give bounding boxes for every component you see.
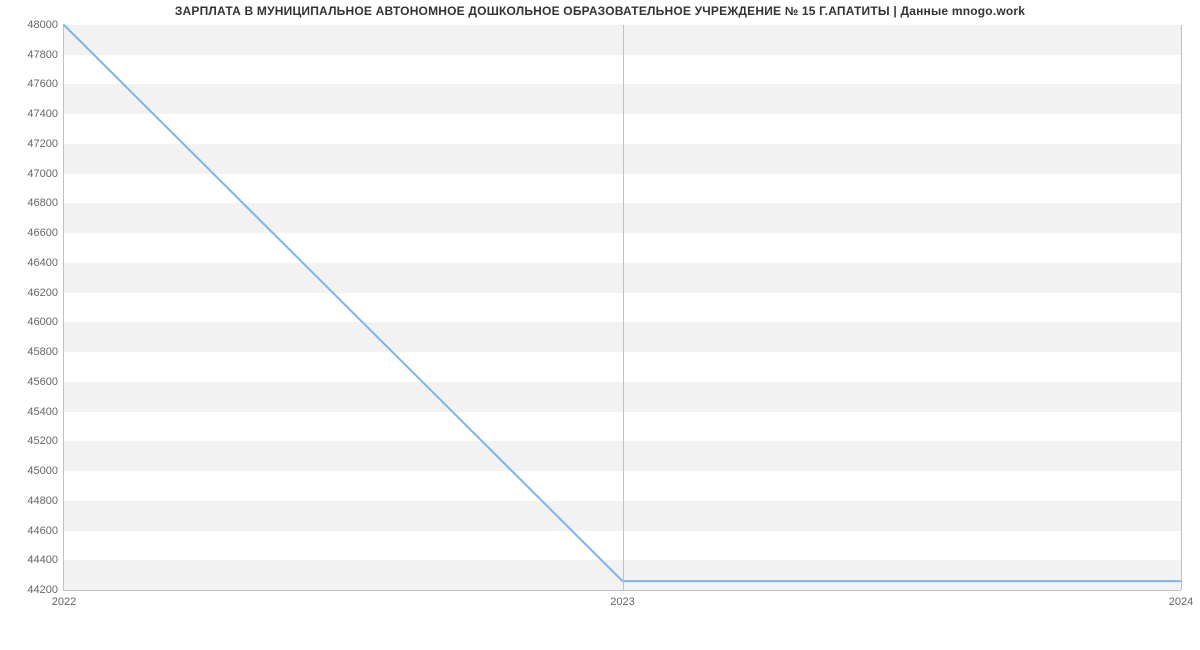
y-tick-label: 45000 [27, 465, 58, 477]
y-tick-label: 44800 [27, 495, 58, 507]
y-tick-label: 45200 [27, 435, 58, 447]
y-tick-label: 46800 [27, 197, 58, 209]
chart-title: ЗАРПЛАТА В МУНИЦИПАЛЬНОЕ АВТОНОМНОЕ ДОШК… [0, 4, 1200, 18]
y-tick-label: 47400 [27, 108, 58, 120]
x-tick-label: 2023 [610, 596, 634, 608]
y-tick-label: 47200 [27, 138, 58, 150]
x-tick-label: 2022 [52, 596, 76, 608]
y-tick-label: 44600 [27, 525, 58, 537]
plot-area: 4420044400446004480045000452004540045600… [63, 25, 1181, 591]
y-tick-label: 45800 [27, 346, 58, 358]
x-tick-label: 2024 [1169, 596, 1193, 608]
y-tick-label: 47800 [27, 49, 58, 61]
y-tick-label: 45400 [27, 406, 58, 418]
y-tick-label: 47600 [27, 78, 58, 90]
y-tick-label: 46200 [27, 287, 58, 299]
y-tick-label: 46400 [27, 257, 58, 269]
x-grid-line [623, 25, 624, 590]
y-tick-label: 48000 [27, 19, 58, 31]
y-tick-label: 47000 [27, 168, 58, 180]
x-grid-line [1181, 25, 1182, 590]
y-tick-label: 44400 [27, 554, 58, 566]
salary-chart: ЗАРПЛАТА В МУНИЦИПАЛЬНОЕ АВТОНОМНОЕ ДОШК… [0, 0, 1200, 650]
y-tick-label: 46000 [27, 316, 58, 328]
y-tick-label: 44200 [27, 584, 58, 596]
y-tick-label: 45600 [27, 376, 58, 388]
y-tick-label: 46600 [27, 227, 58, 239]
